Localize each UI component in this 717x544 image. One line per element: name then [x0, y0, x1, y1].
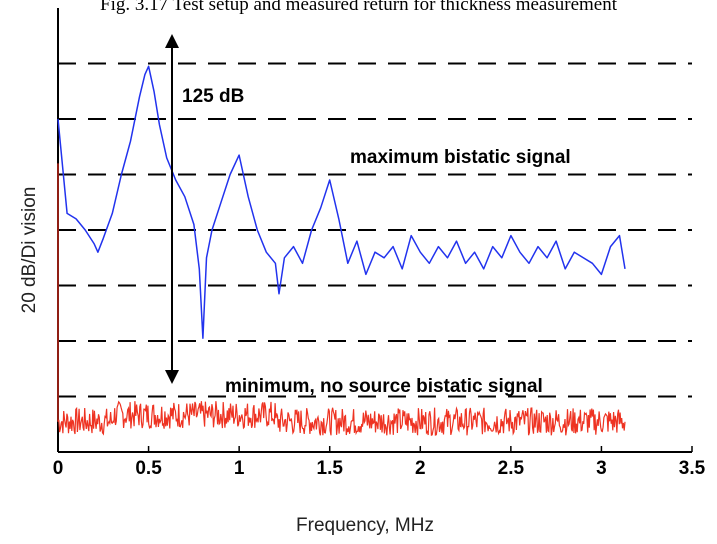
series-max-bistatic-line: [57, 65, 626, 339]
x-tick-label-1: 0.5: [135, 458, 162, 479]
x-axis-label: Frequency, MHz: [296, 515, 434, 536]
grid-lines: [58, 62, 692, 398]
x-tick-labels: 0 0.5 1 1.5 2 2.5 3 3.5: [53, 446, 706, 479]
data-series: [57, 65, 626, 436]
x-tick-label-5: 2.5: [498, 458, 525, 479]
x-tick-label-2: 1: [234, 458, 245, 479]
x-tick-label-4: 2: [415, 458, 426, 479]
span-label: 125 dB: [182, 86, 244, 107]
x-tick-label-6: 3: [596, 458, 607, 479]
span-arrow-head-bottom: [165, 370, 179, 384]
y-axis-label: 20 dB/Di vision: [19, 187, 40, 314]
max-signal-label: maximum bistatic signal: [350, 147, 571, 168]
figure-caption: Fig. 3.17 Test setup and measured return…: [100, 0, 617, 15]
x-tick-label-3: 1.5: [317, 458, 344, 479]
series-noise-floor-line: [57, 163, 626, 436]
x-tick-label-0: 0: [53, 458, 64, 479]
x-tick-label-7: 3.5: [679, 458, 706, 479]
span-arrow-head-top: [165, 34, 179, 48]
min-signal-label: minimum, no source bistatic signal: [225, 376, 543, 397]
annotations: 125 dB maximum bistatic signal minimum, …: [165, 34, 571, 397]
